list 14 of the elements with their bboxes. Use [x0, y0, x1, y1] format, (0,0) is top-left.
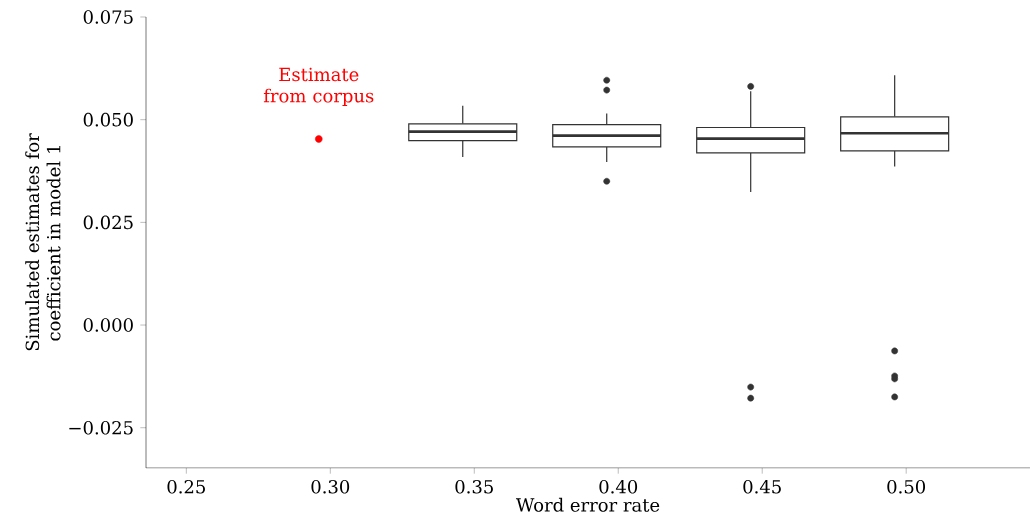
y-tick-label: 0.025: [83, 215, 133, 230]
x-axis-title: Word error rate: [515, 497, 660, 512]
y-tick-label: −0.025: [69, 420, 133, 435]
annotation: Estimate from corpus: [263, 67, 374, 107]
x-tick-label: 0.50: [887, 479, 926, 494]
y-axis-title: Simulated estimates for coefficient in model 1: [25, 133, 61, 351]
x-tick-label: 0.25: [167, 479, 205, 494]
y-tick-label: 0.050: [83, 112, 133, 127]
y-tick-label: 0.075: [83, 10, 133, 24]
x-tick-label: 0.30: [311, 479, 350, 494]
x-tick-label: 0.35: [455, 479, 493, 494]
x-tick-label: 0.45: [743, 479, 781, 494]
y-tick-label: 0.000: [83, 318, 133, 332]
x-tick-label: 0.40: [599, 479, 638, 494]
